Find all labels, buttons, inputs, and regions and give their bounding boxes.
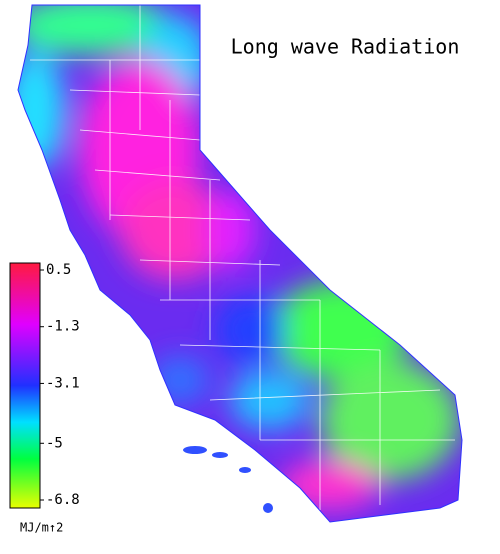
state-outline [17,4,463,523]
colorbar-tick-label: -1.3 [46,319,80,335]
colorbar-unit: MJ/m↑2 [20,521,63,535]
colorbar-ticks: 0.5 -1.3 -3.1 -5 -6.8 [40,262,80,508]
colorbar-tick-label: -5 [46,435,63,451]
colorbar-tick-label: -6.8 [46,492,80,508]
colorbar [9,262,41,509]
map-title: Long wave Radiation [231,35,460,59]
islands [183,446,273,513]
colorbar-tick-label: 0.5 [46,262,71,278]
colorbar-tick-label: -3.1 [46,375,80,391]
